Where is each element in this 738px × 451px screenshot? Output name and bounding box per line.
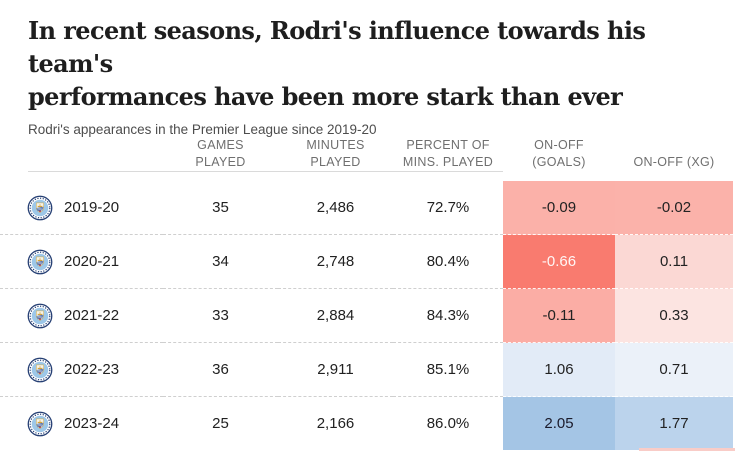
cell-on-off-xg: 0.71 [615, 342, 733, 397]
team-badge-cell [0, 396, 64, 450]
cell-minutes: 2,486 [316, 199, 355, 216]
table-row: 2019-20 35 2,486 72.7% -0.09 -0.02 [0, 181, 738, 235]
col-header-games: GAMES PLAYED [195, 138, 246, 169]
cell-games: 25 [163, 396, 278, 450]
cell-on-off-goals: -0.11 [503, 288, 615, 343]
team-badge-cell [0, 181, 64, 235]
cell-percent: 80.4% [393, 234, 503, 289]
team-badge-cell [0, 288, 64, 343]
subtitle: Rodri's appearances in the Premier Leagu… [28, 122, 377, 137]
cell-minutes: 2,911 [278, 342, 393, 397]
table-body: 2019-20 35 2,486 72.7% -0.09 -0.02 2020-… [0, 181, 738, 450]
table-row: 2021-22 33 2,884 84.3% -0.11 0.33 [0, 288, 738, 343]
cell-season: 2019-20 [64, 199, 120, 216]
cell-season: 2022-23 [64, 342, 163, 397]
col-header-percent: PERCENT OF MINS. PLAYED [402, 138, 494, 169]
table-header: GAMES PLAYED MINUTES PLAYED PERCENT OF MINS… [0, 112, 738, 181]
cell-minutes: 2,884 [278, 288, 393, 343]
table-row: 2020-21 34 2,748 80.4% -0.66 0.11 [0, 234, 738, 289]
cell-minutes: 2,166 [278, 396, 393, 450]
cell-on-off-xg: -0.02 [615, 181, 733, 235]
cell-percent: 86.0% [393, 396, 503, 450]
col-header-minutes: MINUTES PLAYED [306, 138, 365, 169]
cell-season: 2023-24 [64, 396, 163, 450]
cell-on-off-goals: 1.06 [503, 342, 615, 397]
cell-on-off-xg: 0.33 [615, 288, 733, 343]
cell-games: 36 [163, 342, 278, 397]
cell-on-off-goals: 2.05 [503, 396, 615, 450]
table-row: 2023-24 25 2,166 86.0% 2.05 1.77 [0, 396, 738, 450]
man-city-crest-icon [27, 249, 53, 274]
man-city-crest-icon [27, 357, 53, 382]
man-city-crest-icon [27, 411, 53, 436]
col-header-on-off-xg: ON-OFF (XG) [633, 155, 715, 169]
team-badge-cell [0, 342, 64, 397]
cell-season: 2021-22 [64, 288, 163, 343]
page-title: In recent seasons, Rodri's influence tow… [28, 16, 646, 111]
table-row: 2022-23 36 2,911 85.1% 1.06 0.71 [0, 342, 738, 397]
cell-percent: 84.3% [393, 288, 503, 343]
cell-on-off-xg: 0.11 [615, 234, 733, 289]
title-block: In recent seasons, Rodri's influence tow… [28, 14, 728, 137]
cell-games: 35 [212, 199, 229, 216]
cell-on-off-goals: -0.09 [503, 181, 615, 235]
cell-games: 33 [163, 288, 278, 343]
cell-percent: 72.7% [426, 199, 470, 216]
header-divider [28, 171, 503, 172]
man-city-crest-icon [27, 195, 53, 220]
cell-minutes: 2,748 [278, 234, 393, 289]
cell-games: 34 [163, 234, 278, 289]
cutoff-pink-strip [639, 448, 735, 451]
cell-on-off-goals: -0.66 [503, 234, 615, 289]
team-badge-cell [0, 234, 64, 289]
cell-percent: 85.1% [393, 342, 503, 397]
cell-season: 2020-21 [64, 234, 163, 289]
stats-table: GAMES PLAYED MINUTES PLAYED PERCENT OF MINS… [0, 112, 738, 450]
col-header-on-off-goals: ON-OFF (GOALS) [532, 138, 586, 169]
cell-on-off-xg: 1.77 [615, 396, 733, 450]
man-city-crest-icon [27, 303, 53, 328]
